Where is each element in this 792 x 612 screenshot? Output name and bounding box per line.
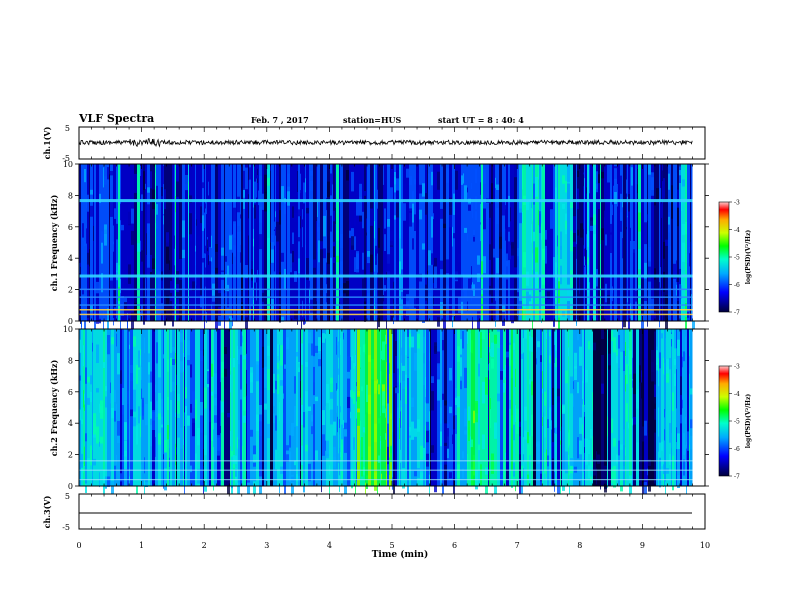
ch1-spectrogram-panel: 0 2 4 6 8 10 ch.1 Frequency (kHz)	[49, 160, 709, 339]
figure-title: VLF Spectra	[79, 112, 155, 125]
ch1-ytick-top: 5	[65, 124, 70, 133]
ch1-ytick-bottom: -5	[62, 154, 70, 163]
ch1-colorbar: -3 -4 -5 -6 -7 log(PSD)(V²/Hz)	[718, 200, 752, 317]
ch1-band-line	[79, 274, 693, 278]
ch1-spectrogram-ylabel: ch.1 Frequency (kHz)	[49, 195, 59, 292]
ch1-waveform-ylabel: ch.1(V)	[42, 126, 52, 159]
x-axis-label: Time (min)	[372, 549, 429, 560]
start-ut-label: start UT = 8 : 40: 4	[438, 115, 524, 125]
xtick-label-4: 4	[327, 541, 332, 550]
xtick-label-7: 7	[515, 541, 520, 550]
ytick-label-1-3: 6	[68, 223, 73, 232]
ch1-waveform-path	[78, 138, 693, 148]
ch2-colorbar: -3 -4 -5 -6 -7 log(PSD)(V²/Hz)	[718, 364, 752, 481]
ch1-spectrogram-image	[79, 164, 705, 339]
ch2-spectrogram-image	[79, 329, 705, 507]
station-label: station=HUS	[343, 115, 402, 125]
colorbar-tick-1-3: -6	[734, 282, 740, 289]
ch1-band-line	[79, 199, 693, 203]
xtick-label-8: 8	[577, 541, 582, 550]
colorbar-tick-1-4: -7	[734, 310, 740, 317]
ch2-colorbar-label: log(PSD)(V²/Hz)	[745, 394, 752, 449]
ytick-label-1-0: 0	[68, 317, 73, 326]
xtick-label-1: 1	[139, 541, 144, 550]
ytick-label-2-0: 0	[68, 482, 73, 491]
ch3-waveform-panel: 5 -5 ch.3(V)	[42, 492, 706, 532]
colorbar-tick-2-2: -5	[734, 419, 740, 426]
ch1-band-line	[79, 313, 693, 316]
ch3-waveform-ylabel: ch.3(V)	[42, 495, 52, 528]
ytick-label-1-5: 10	[63, 160, 73, 169]
date-label: Feb. 7 , 2017	[251, 115, 309, 125]
ch1-band-line	[79, 296, 693, 298]
xtick-label-2: 2	[202, 541, 207, 550]
ch1-band-line	[79, 309, 693, 311]
ch1-colorbar-label: log(PSD)(V²/Hz)	[745, 230, 752, 285]
ch1-waveform-trace	[78, 138, 693, 148]
ytick-label-2-5: 10	[63, 325, 73, 334]
ytick-label-2-4: 8	[68, 356, 73, 365]
colorbar-tick-2-1: -4	[734, 391, 740, 398]
colorbar-tick-2-0: -3	[734, 364, 740, 371]
ch2-band-line	[79, 479, 693, 481]
ch2-band-line	[79, 460, 693, 462]
ch2-spectrogram-ylabel: ch.2 Frequency (kHz)	[49, 360, 59, 457]
ytick-label-2-1: 2	[68, 451, 73, 460]
ch1-band-line	[79, 288, 693, 291]
colorbar-tick-2-3: -6	[734, 446, 740, 453]
ytick-label-1-4: 8	[68, 191, 73, 200]
ytick-label-2-3: 6	[68, 388, 73, 397]
ch2-band-line	[79, 469, 693, 471]
xtick-label-6: 6	[452, 541, 457, 550]
colorbar-tick-1-0: -3	[734, 200, 740, 207]
ch3-ytick-top: 5	[65, 492, 70, 501]
colorbar-tick-2-4: -7	[734, 474, 740, 481]
ytick-label-1-1: 2	[68, 286, 73, 295]
ch2-spectrogram-panel: 0 2 4 6 8 10 ch.2 Frequency (kHz)	[49, 325, 709, 507]
colorbar-tick-1-2: -5	[734, 255, 740, 262]
ch3-ytick-bottom: -5	[62, 523, 70, 532]
xtick-label-0: 0	[76, 541, 81, 550]
xtick-label-9: 9	[640, 541, 645, 550]
xtick-label-10: 10	[700, 541, 710, 550]
xtick-label-5: 5	[389, 541, 394, 550]
ytick-label-2-2: 4	[68, 419, 73, 428]
colorbar-tick-1-1: -4	[734, 227, 740, 234]
ch1-waveform-panel: 5 -5 ch.1(V)	[42, 124, 706, 163]
xtick-label-3: 3	[264, 541, 269, 550]
x-axis-ticklabels: 0 1 2 3 4 5 6 7 8 9 10	[76, 541, 710, 550]
ytick-label-1-2: 4	[68, 254, 73, 263]
ch1-band-line	[79, 304, 693, 306]
